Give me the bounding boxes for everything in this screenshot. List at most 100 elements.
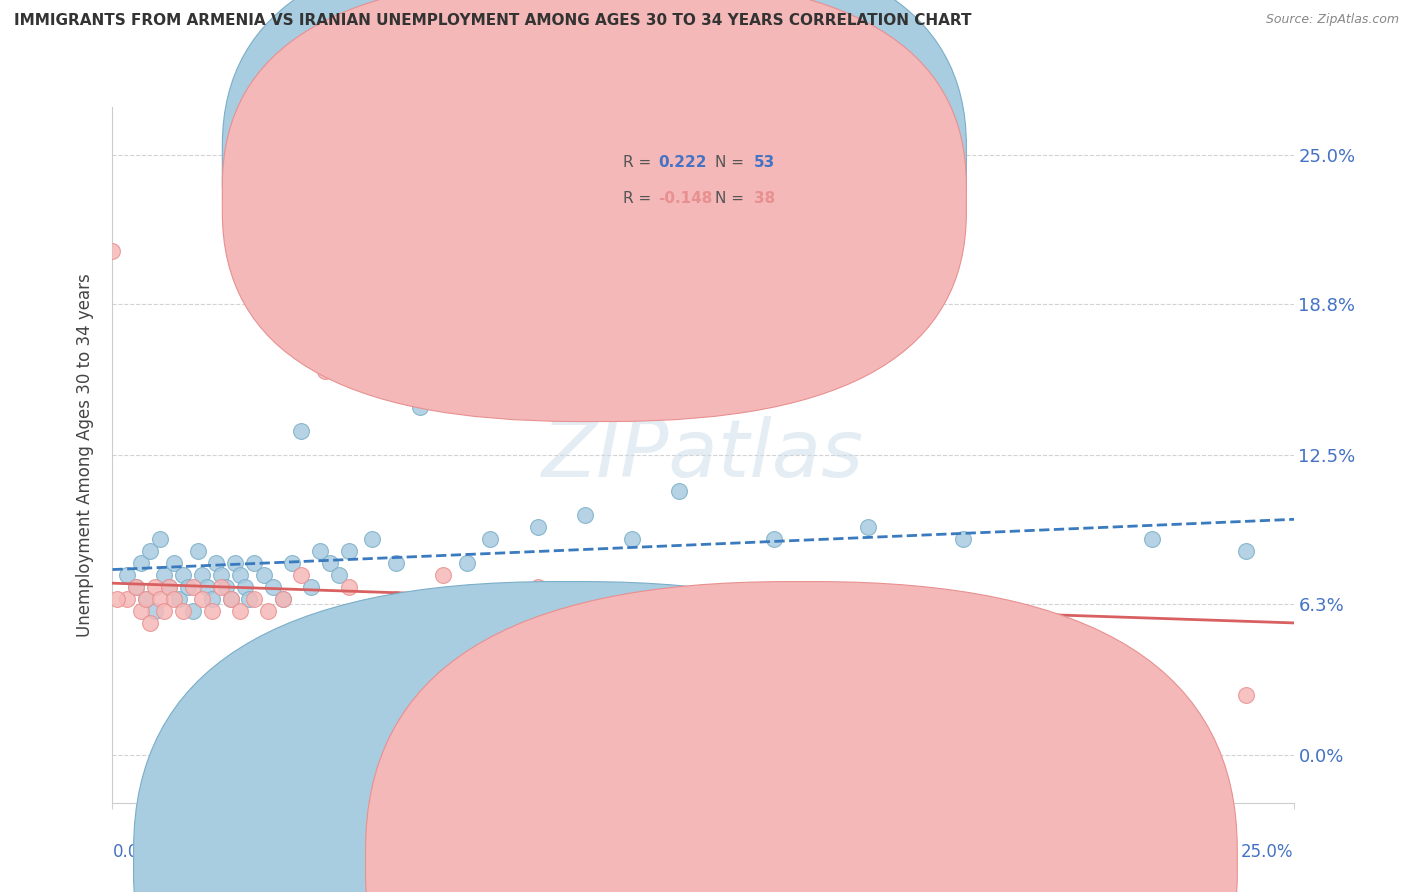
Point: [526, 520, 548, 534]
Point: [205, 556, 228, 570]
Point: [668, 483, 690, 498]
Point: [191, 567, 214, 582]
Point: [432, 567, 454, 582]
Point: [1234, 544, 1257, 558]
Point: [191, 591, 214, 606]
Point: [143, 604, 166, 618]
Point: [181, 604, 204, 618]
Point: [163, 591, 186, 606]
Point: [319, 556, 342, 570]
Point: [1094, 676, 1116, 690]
Text: IMMIGRANTS FROM ARMENIA VS IRANIAN UNEMPLOYMENT AMONG AGES 30 TO 34 YEARS CORREL: IMMIGRANTS FROM ARMENIA VS IRANIAN UNEMP…: [14, 13, 972, 29]
Point: [257, 604, 280, 618]
Point: [172, 604, 194, 618]
Point: [479, 591, 502, 606]
Point: [186, 544, 208, 558]
Text: ZIPatlas: ZIPatlas: [541, 416, 865, 494]
Point: [328, 567, 350, 582]
Point: [177, 580, 200, 594]
Point: [224, 556, 246, 570]
Point: [209, 580, 232, 594]
Point: [1046, 676, 1069, 690]
Point: [229, 604, 252, 618]
Point: [129, 604, 152, 618]
Point: [621, 532, 644, 546]
Text: 25.0%: 25.0%: [1241, 843, 1294, 861]
Point: [290, 424, 312, 438]
Point: [314, 364, 336, 378]
FancyBboxPatch shape: [222, 0, 966, 389]
Point: [281, 556, 304, 570]
Point: [526, 580, 548, 594]
Point: [209, 567, 232, 582]
Point: [668, 604, 690, 618]
Point: [115, 591, 138, 606]
Point: [271, 591, 294, 606]
Point: [385, 591, 408, 606]
Point: [219, 591, 242, 606]
Point: [904, 591, 927, 606]
Point: [181, 580, 204, 594]
Point: [385, 556, 408, 570]
Point: [238, 591, 260, 606]
Point: [129, 556, 152, 570]
Point: [149, 591, 172, 606]
Point: [858, 615, 880, 630]
Point: [337, 580, 360, 594]
Point: [299, 580, 322, 594]
Point: [290, 567, 312, 582]
Point: [157, 580, 180, 594]
FancyBboxPatch shape: [222, 0, 966, 422]
Point: [201, 591, 224, 606]
Text: Source: ZipAtlas.com: Source: ZipAtlas.com: [1265, 13, 1399, 27]
Point: [115, 567, 138, 582]
Point: [135, 591, 157, 606]
Point: [762, 591, 785, 606]
Text: 0.222: 0.222: [658, 155, 707, 170]
Point: [195, 580, 218, 594]
Point: [858, 520, 880, 534]
Point: [432, 328, 454, 343]
Point: [456, 556, 478, 570]
Text: 53: 53: [754, 155, 775, 170]
Point: [163, 556, 186, 570]
Point: [574, 591, 596, 606]
Text: -0.148: -0.148: [658, 192, 713, 206]
Point: [153, 567, 176, 582]
Text: R =: R =: [623, 192, 655, 206]
Text: R =: R =: [623, 155, 655, 170]
Text: 38: 38: [754, 192, 775, 206]
Point: [309, 544, 332, 558]
Point: [271, 591, 294, 606]
Point: [1140, 699, 1163, 714]
Point: [201, 604, 224, 618]
Text: N =: N =: [714, 155, 748, 170]
Point: [337, 544, 360, 558]
Point: [143, 580, 166, 594]
Point: [479, 532, 502, 546]
Point: [952, 532, 974, 546]
Point: [125, 580, 148, 594]
Point: [233, 580, 256, 594]
Point: [105, 591, 128, 606]
Point: [998, 652, 1021, 666]
Point: [262, 580, 284, 594]
Point: [574, 508, 596, 522]
Point: [149, 532, 172, 546]
Point: [139, 544, 162, 558]
Point: [253, 567, 276, 582]
Point: [408, 400, 430, 414]
Point: [1140, 532, 1163, 546]
FancyBboxPatch shape: [555, 118, 845, 229]
Y-axis label: Unemployment Among Ages 30 to 34 years: Unemployment Among Ages 30 to 34 years: [76, 273, 94, 637]
Point: [135, 591, 157, 606]
Point: [243, 556, 266, 570]
Text: 0.0%: 0.0%: [112, 843, 155, 861]
Point: [153, 604, 176, 618]
Point: [361, 532, 384, 546]
Point: [219, 591, 242, 606]
Text: Immigrants from Armenia: Immigrants from Armenia: [591, 855, 787, 869]
Point: [125, 580, 148, 594]
Point: [157, 580, 180, 594]
Point: [167, 591, 190, 606]
